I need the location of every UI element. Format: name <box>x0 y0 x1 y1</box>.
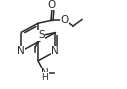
Text: N: N <box>41 68 49 78</box>
Text: O: O <box>60 15 68 25</box>
Text: H: H <box>42 73 48 82</box>
Text: N: N <box>51 46 59 56</box>
Text: N: N <box>17 46 25 56</box>
Text: S: S <box>38 30 45 40</box>
Text: O: O <box>48 0 56 10</box>
